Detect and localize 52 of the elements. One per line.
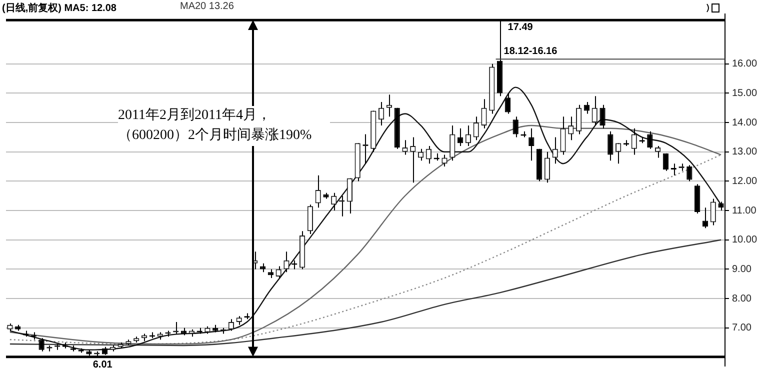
candlestick bbox=[710, 198, 716, 226]
candlestick bbox=[473, 116, 479, 141]
candlestick bbox=[512, 116, 518, 138]
y-tick-label: 14.00 bbox=[732, 117, 758, 128]
candlestick bbox=[426, 146, 432, 164]
candlestick bbox=[284, 251, 290, 273]
candlestick bbox=[504, 92, 511, 114]
annotation: 2011年2月到2011年4月，（600200）2个月时间暴涨190% bbox=[118, 106, 330, 146]
candlestick bbox=[38, 338, 44, 352]
candlestick bbox=[670, 163, 676, 176]
candlestick bbox=[442, 154, 448, 168]
y-tick-label: 7.00 bbox=[732, 322, 752, 334]
candlestick bbox=[386, 94, 392, 118]
candlestick bbox=[402, 140, 408, 156]
candlestick bbox=[544, 151, 550, 184]
candlestick bbox=[576, 104, 582, 135]
candlestick bbox=[631, 128, 637, 156]
candlestick bbox=[315, 174, 321, 208]
candlestick bbox=[655, 146, 661, 158]
y-tick-label: 16.00 bbox=[732, 58, 758, 70]
annotation: 6.01 bbox=[92, 360, 113, 371]
y-tick-label: 8.00 bbox=[732, 293, 752, 304]
candlestick bbox=[307, 204, 313, 234]
candlestick bbox=[686, 164, 692, 182]
candlestick bbox=[560, 116, 566, 156]
candlestick bbox=[584, 102, 590, 114]
y-tick-label: 13.00 bbox=[732, 146, 758, 158]
y-tick-label: 10.00 bbox=[732, 234, 758, 246]
y-tick-label: 11.00 bbox=[732, 205, 757, 216]
candlestick bbox=[647, 130, 653, 150]
candlestick bbox=[457, 128, 464, 146]
chart-title: (日线,前复权) MA5: 12.08 bbox=[2, 2, 116, 15]
candlestick bbox=[600, 104, 606, 129]
candlestick bbox=[662, 152, 669, 172]
candlestick bbox=[608, 130, 614, 162]
candlestick bbox=[592, 96, 598, 126]
candlestick bbox=[481, 98, 487, 129]
candlestick bbox=[528, 128, 534, 162]
candlestick bbox=[450, 124, 456, 162]
y-tick-label: 9.00 bbox=[732, 264, 752, 275]
y-tick-label: 15.00 bbox=[732, 88, 758, 99]
annotation: 18.12-16.16 bbox=[504, 46, 558, 57]
candlestick bbox=[568, 116, 574, 141]
candlestick bbox=[410, 136, 416, 184]
candlestick bbox=[552, 136, 558, 164]
annotation: 17.49 bbox=[508, 22, 534, 33]
chart-subtitle: MA20 13.26 bbox=[180, 1, 234, 12]
candlestick bbox=[362, 134, 368, 164]
line-series bbox=[9, 239, 722, 346]
y-tick-label: 12.00 bbox=[732, 176, 758, 187]
candlestick bbox=[346, 178, 352, 214]
candlestick bbox=[378, 102, 384, 126]
